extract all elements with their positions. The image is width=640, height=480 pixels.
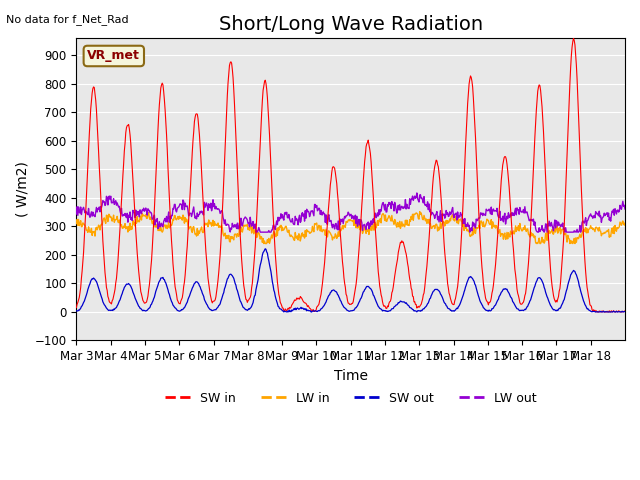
Legend: SW in, LW in, SW out, LW out: SW in, LW in, SW out, LW out (160, 387, 541, 410)
Y-axis label: ( W/m2): ( W/m2) (15, 161, 29, 217)
X-axis label: Time: Time (333, 369, 368, 383)
Text: No data for f_Net_Rad: No data for f_Net_Rad (6, 14, 129, 25)
Text: VR_met: VR_met (88, 49, 140, 62)
Title: Short/Long Wave Radiation: Short/Long Wave Radiation (219, 15, 483, 34)
